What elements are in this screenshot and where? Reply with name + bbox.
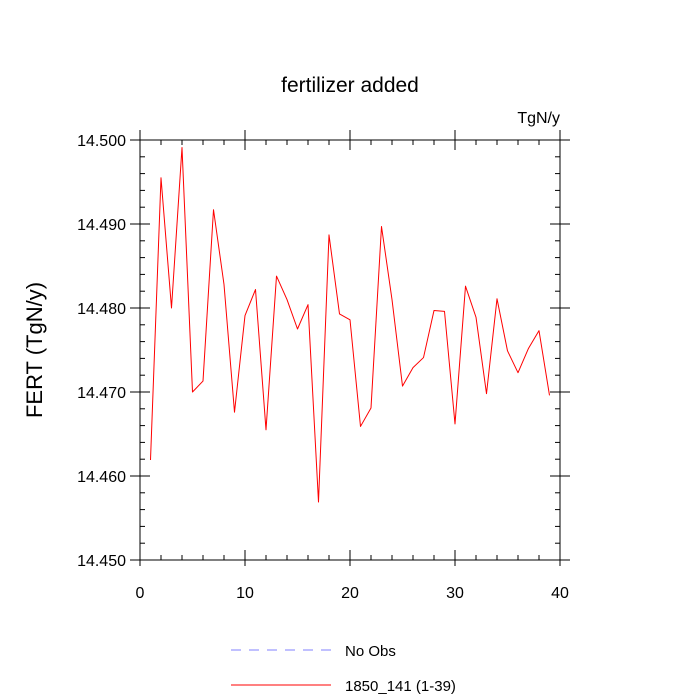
series-line-1850-141	[150, 147, 550, 503]
legend-label-1850-141: 1850_141 (1-39)	[345, 678, 456, 695]
plot-frame	[139, 139, 561, 561]
y-tick-label: 14.470	[77, 385, 126, 402]
y-tick-label: 14.480	[77, 301, 126, 318]
y-tick-label: 14.500	[77, 133, 126, 150]
axis-tick-labels: 0 10 20 30 40 14.450 14.460 14.470 14.480 14.490 1…	[77, 133, 569, 602]
series-lines	[150, 147, 550, 503]
y-tick-label: 14.460	[77, 469, 126, 486]
chart-title: fertilizer added	[281, 74, 419, 97]
y-tick-label: 14.490	[77, 217, 126, 234]
units-label: TgN/y	[517, 110, 560, 127]
y-axis-label: FERT (TgN/y)	[22, 282, 47, 418]
legend: No Obs 1850_141 (1-39)	[231, 643, 456, 695]
x-tick-label: 0	[136, 585, 145, 602]
x-tick-label: 10	[236, 585, 254, 602]
axis-ticks	[130, 130, 570, 566]
y-tick-label: 14.450	[77, 553, 126, 570]
x-tick-label: 40	[551, 585, 569, 602]
x-tick-label: 30	[446, 585, 464, 602]
x-tick-label: 20	[341, 585, 359, 602]
legend-label-no-obs: No Obs	[345, 643, 396, 660]
